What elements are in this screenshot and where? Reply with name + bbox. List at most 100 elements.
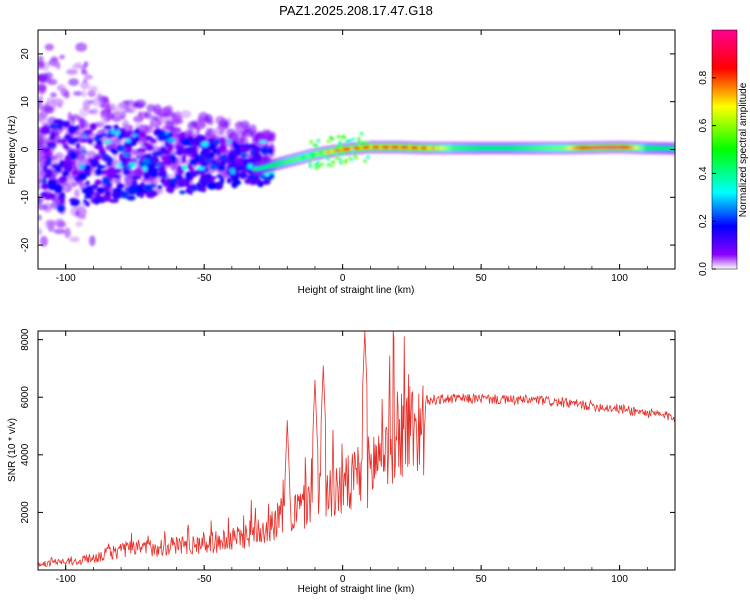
spectrogram-cell: [311, 155, 315, 159]
spectrogram-cell: [142, 165, 148, 171]
spectrogram-cell: [80, 81, 90, 90]
snr-series-line: [38, 331, 675, 568]
spectrogram-cell: [320, 162, 325, 166]
spectrogram-cell: [58, 122, 63, 130]
spectrogram-cell: [38, 179, 43, 184]
spectrogram-cell: [311, 151, 315, 155]
spectrogram-cell: [228, 152, 236, 161]
spectrogram-cell: [249, 131, 255, 138]
spectrogram-cell: [50, 141, 55, 146]
spectrogram-cell: [44, 192, 52, 201]
spectrogram-cell: [161, 149, 170, 155]
spectrogram-cell: [67, 111, 72, 123]
spectrogram-cell: [200, 173, 209, 182]
spectrogram-cell: [71, 163, 77, 171]
spectrogram-cell: [139, 132, 147, 137]
spectrogram-cell: [315, 144, 319, 148]
spectrogram-cell: [98, 147, 105, 155]
spectrogram-cell: [81, 70, 88, 76]
spectrogram-cell: [84, 74, 93, 80]
snr-ytick-label: 2000: [20, 501, 31, 524]
spectrogram-cell: [150, 138, 157, 144]
spectrogram-cell: [131, 175, 141, 180]
spectrogram-cell: [124, 130, 134, 136]
spectrogram-cell: [338, 157, 342, 161]
spectrogram-cell: [75, 143, 81, 149]
spectrogram-cell: [107, 166, 117, 176]
spectrogram-cell: [138, 124, 150, 134]
spectrogram-cell: [38, 204, 49, 211]
spectrogram-cell: [88, 138, 93, 145]
spectrogram-cell: [240, 120, 250, 130]
spectrogram-cell: [77, 172, 88, 181]
spectrogram-cell: [91, 108, 99, 115]
spectrogram-cell: [131, 133, 137, 137]
spectrogram-cell: [123, 104, 131, 110]
spectrogram-cell: [148, 168, 158, 177]
spectrogram-cell: [218, 120, 224, 126]
spectrogram-cell: [142, 142, 150, 147]
spectrogram-cell: [64, 227, 71, 239]
spectrogram-cell: [50, 92, 57, 98]
spectrogram-cell: [323, 155, 327, 159]
spectrogram-cell: [134, 135, 140, 143]
spectrogram-cell: [252, 155, 262, 163]
spectrogram-cell: [112, 174, 121, 179]
spectrogram-xlabel: Height of straight line (km): [298, 285, 415, 296]
spectrogram-cell: [91, 97, 103, 107]
spectrogram-cell: [50, 56, 59, 63]
snr-xlabel: Height of straight line (km): [298, 584, 415, 595]
spectrogram-cell: [120, 146, 126, 153]
snr-ticks: -100 -50 0 50 100 2000 4000 6000 8000: [20, 328, 676, 585]
spectrogram-cell: [153, 104, 162, 115]
spectrogram-cell: [181, 138, 191, 147]
spectrogram-cell: [357, 140, 361, 144]
spectrogram-cell: [94, 179, 102, 186]
spectrogram-cell: [177, 148, 183, 156]
spectrogram-cell: [47, 179, 58, 184]
spectrogram-cell: [219, 154, 228, 161]
spectrogram-xtick-label: -50: [197, 273, 212, 284]
spectrogram-cell: [195, 168, 206, 175]
spectrogram-cell: [81, 149, 88, 154]
spectrogram-cell: [267, 133, 276, 142]
spectrogram-cell: [125, 138, 131, 143]
spectrogram-cell: [38, 85, 47, 92]
spectrogram-cell: [197, 166, 205, 170]
spectrogram-cell: [44, 43, 54, 51]
spectrogram-cell: [229, 149, 239, 154]
spectrogram-xtick-label: 0: [340, 273, 346, 284]
spectrogram-cell: [157, 185, 163, 190]
spectrogram-cell: [53, 119, 64, 124]
spectrogram-cell: [105, 190, 111, 196]
spectrogram-cell: [64, 164, 73, 173]
spectrogram-cell: [230, 170, 236, 175]
spectrogram-cell: [142, 158, 151, 165]
spectrogram-cell: [75, 42, 88, 52]
spectrogram-cell: [182, 164, 188, 171]
spectrogram-cell: [82, 134, 87, 139]
spectrogram-ytick-label: 20: [20, 48, 31, 60]
spectrogram-cell: [240, 153, 248, 158]
spectrogram-cell: [209, 164, 218, 170]
spectrogram-cell: [124, 175, 133, 185]
spectrogram-cell: [227, 139, 232, 143]
spectrogram-cell: [106, 133, 116, 138]
spectrogram-cell: [231, 181, 238, 189]
spectrogram-cell: [174, 145, 184, 150]
spectrogram-cell: [268, 173, 275, 179]
spectrogram-cell: [366, 155, 370, 160]
spectrogram-cell: [144, 111, 152, 119]
spectrogram-cell: [148, 190, 158, 197]
spectrogram-cell: [348, 139, 352, 143]
spectrogram-cell: [170, 182, 176, 189]
spectrogram-cell: [47, 181, 58, 191]
spectrogram-cell: [76, 215, 87, 220]
spectrogram-cell: [45, 170, 52, 178]
spectrogram-cell: [237, 166, 244, 172]
spectrogram-cell: [198, 116, 205, 126]
spectrogram-cell: [341, 135, 345, 139]
spectrogram-cell: [118, 152, 124, 161]
spectrogram-ytick-label: 0: [20, 146, 31, 152]
